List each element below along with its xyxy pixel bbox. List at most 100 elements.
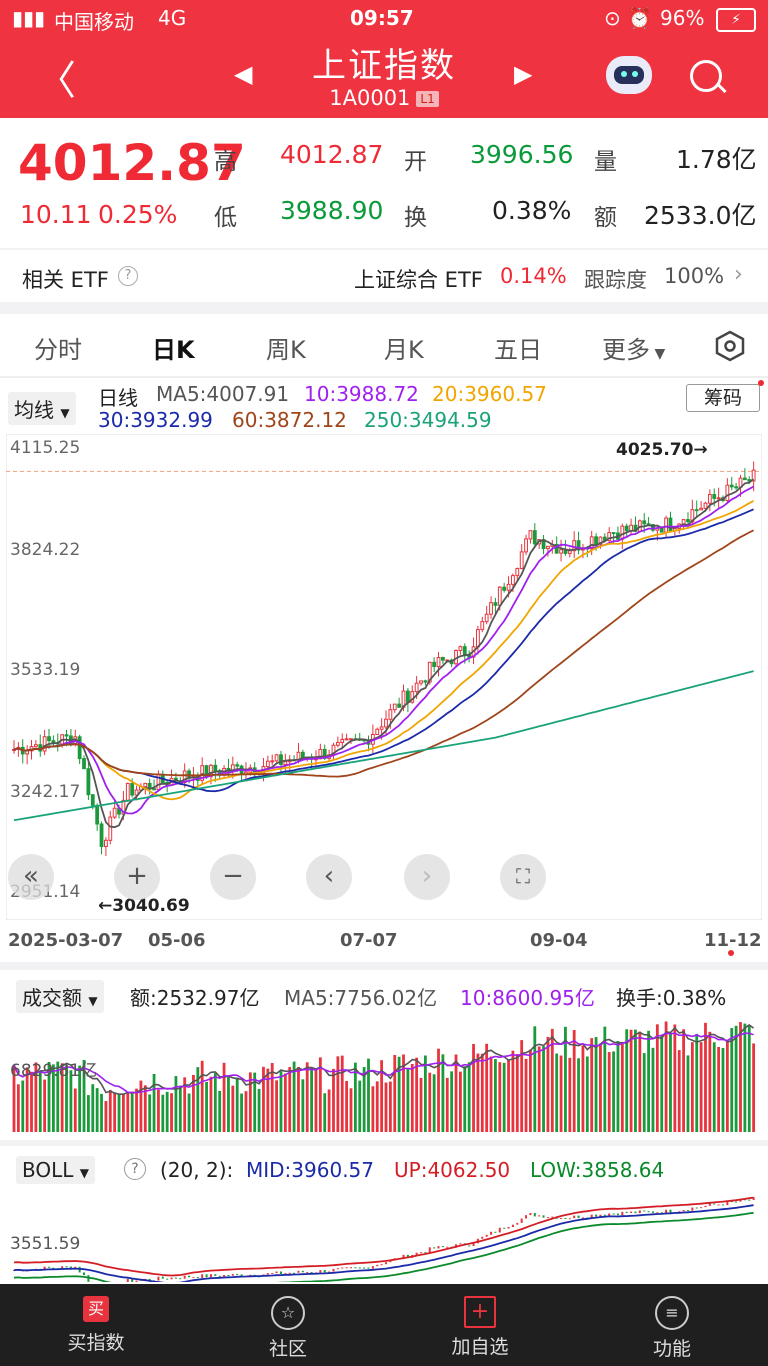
boll-candle	[48, 1266, 51, 1268]
nav-functions[interactable]: ≡ 功能	[612, 1296, 732, 1361]
tab-daily-k[interactable]: 日K	[152, 336, 195, 364]
help-icon[interactable]: ?	[118, 266, 138, 286]
volume-bar	[73, 1088, 77, 1132]
tab-monthly-k[interactable]: 月K	[384, 336, 424, 364]
volume-y-tick: 6829.81亿	[10, 1061, 98, 1081]
candle	[497, 586, 502, 606]
candle	[152, 788, 156, 791]
ma-dropdown[interactable]: 均线 ▼	[8, 392, 76, 425]
boll-candle	[656, 1212, 659, 1214]
tab-weekly-k[interactable]: 周K	[266, 336, 306, 364]
volume-bar	[375, 1081, 379, 1132]
boll-candle	[752, 1197, 755, 1201]
help-icon[interactable]: ?	[124, 1158, 146, 1180]
candle	[712, 494, 717, 499]
boll-candle	[660, 1212, 663, 1214]
volume-bar	[358, 1080, 362, 1132]
boll-candle	[616, 1213, 619, 1216]
volume-bar	[445, 1077, 449, 1132]
volume-bar	[283, 1073, 287, 1132]
divider	[0, 962, 768, 970]
candle	[686, 519, 690, 523]
ma10-value: 10:3988.72	[304, 382, 419, 406]
divider	[0, 248, 768, 250]
candle	[82, 758, 86, 770]
volume-bar	[51, 1064, 55, 1132]
boll-candle	[402, 1254, 405, 1260]
boll-dropdown[interactable]: BOLL ▼	[16, 1156, 95, 1184]
boll-candle	[231, 1274, 234, 1276]
nav-buy-index[interactable]: 买 买指数	[36, 1296, 156, 1355]
volume-bar	[502, 1062, 506, 1132]
tab-more-label: 更多	[602, 336, 650, 364]
zoom-in-icon[interactable]: +	[114, 854, 160, 900]
nav-add-watchlist[interactable]: + 加自选	[420, 1296, 540, 1359]
boll-candle	[157, 1276, 160, 1281]
volume-bar	[21, 1080, 25, 1132]
boll-up-line	[13, 1196, 754, 1277]
volume-bar	[371, 1086, 375, 1132]
candle	[506, 583, 511, 591]
candle	[344, 738, 349, 741]
ma60-line	[13, 529, 755, 778]
volume-bar	[441, 1054, 445, 1132]
back-icon[interactable]: 〈	[36, 58, 76, 104]
boll-candle	[371, 1266, 374, 1269]
volume-ma5: MA5:7756.02亿	[284, 986, 438, 1010]
candle	[651, 524, 655, 531]
next-index-icon[interactable]: ▶	[514, 60, 533, 88]
boll-chart[interactable]	[6, 1184, 762, 1282]
volume-bar	[47, 1061, 51, 1132]
volume-bar	[585, 1056, 589, 1132]
price-change: 10.11	[20, 200, 92, 229]
volume-bar	[100, 1093, 103, 1132]
battery-icon: ⚡	[716, 8, 756, 32]
scroll-right-icon[interactable]: ›	[404, 854, 450, 900]
volume-bar	[104, 1101, 108, 1132]
volume-dropdown[interactable]: 成交额 ▼	[16, 980, 104, 1013]
volume-bar	[60, 1063, 64, 1132]
volume-bar	[292, 1061, 296, 1132]
candle	[489, 602, 493, 615]
kline-chart[interactable]	[6, 434, 762, 920]
volume-chart[interactable]	[6, 1008, 762, 1134]
candle	[725, 484, 730, 502]
rewind-icon[interactable]: «	[8, 854, 54, 900]
tab-more[interactable]: 更多 ▼	[602, 330, 665, 365]
boll-candle	[319, 1270, 322, 1273]
volume-bar	[555, 1053, 559, 1132]
volume-bar	[196, 1067, 200, 1132]
volume-bar	[647, 1030, 650, 1132]
scroll-left-icon[interactable]: ‹	[306, 854, 352, 900]
amount-value: 2533.0亿	[644, 201, 757, 230]
settings-hexagon-icon[interactable]	[714, 330, 746, 362]
boll-candle	[577, 1215, 580, 1219]
fullscreen-icon[interactable]: ⛶	[500, 854, 546, 900]
clock: 09:57	[350, 6, 414, 30]
robot-assistant-icon[interactable]	[606, 56, 652, 94]
chips-button[interactable]: 筹码	[686, 384, 760, 412]
search-icon[interactable]	[690, 60, 727, 94]
nav-community[interactable]: ☆ 社区	[228, 1296, 348, 1361]
boll-candle	[669, 1209, 672, 1214]
tab-intraday[interactable]: 分时	[34, 336, 82, 364]
volume-bar	[708, 1031, 712, 1132]
boll-mid: MID:3960.57	[246, 1158, 374, 1182]
tab-five-day[interactable]: 五日	[494, 336, 542, 364]
volume-bar	[183, 1077, 187, 1132]
volume-bar	[310, 1067, 313, 1132]
etf-row[interactable]: 相关 ETF ? 上证综合 ETF 0.14% 跟踪度 100% ›	[0, 254, 768, 300]
boll-candle	[503, 1227, 506, 1229]
high-label: 高	[214, 149, 237, 175]
page-title: 上证指数	[312, 46, 456, 86]
prev-index-icon[interactable]: ◀	[234, 60, 253, 88]
volume-bar	[227, 1076, 230, 1132]
boll-candle	[174, 1277, 177, 1279]
boll-low: LOW:3858.64	[530, 1158, 665, 1182]
boll-candle	[573, 1215, 576, 1219]
zoom-out-icon[interactable]: −	[210, 854, 256, 900]
boll-candle	[424, 1252, 427, 1254]
caret-down-icon: ▼	[79, 1166, 89, 1180]
volume-bar	[253, 1072, 257, 1132]
price: 4012.87	[18, 134, 246, 192]
